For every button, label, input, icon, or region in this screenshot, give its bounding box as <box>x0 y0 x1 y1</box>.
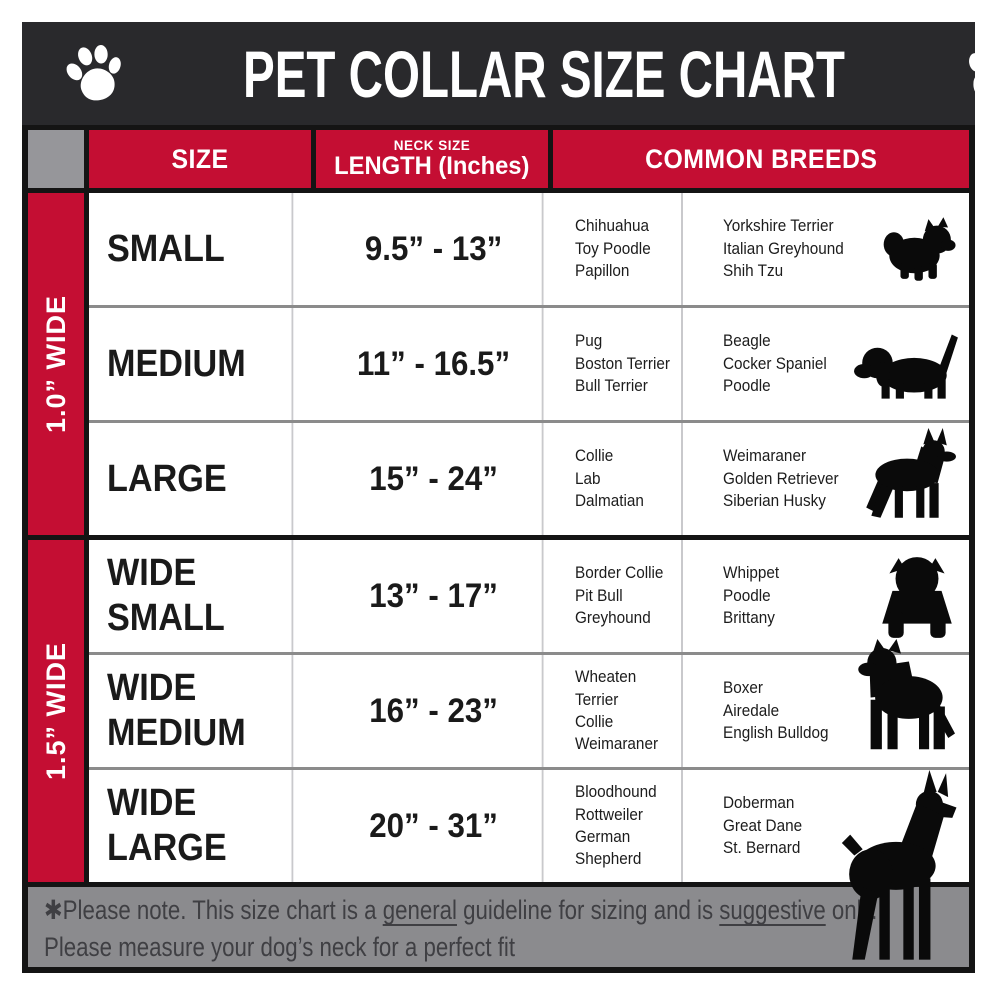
header-size: SIZE <box>89 130 311 188</box>
footnote-underlined-word: suggestive <box>719 895 826 925</box>
breeds-cell: Chihuahua Toy Poodle Papillon Yorkshire … <box>553 193 969 305</box>
neck-length-value: 9.5” - 13” <box>325 193 544 305</box>
breed-list-a: Border Collie Pit Bull Greyhound <box>575 563 664 628</box>
page-title: PET COLLAR SIZE CHART <box>243 36 845 111</box>
size-label: WIDE SMALL <box>89 540 294 652</box>
title-bar: PET COLLAR SIZE CHART <box>22 22 1000 125</box>
width-label-column: 1.0” WIDE 1.5” WIDE <box>28 130 84 882</box>
footnote-line-2: Please measure your dog’s neck for a per… <box>44 932 516 963</box>
neck-length-value: 13” - 17” <box>325 540 544 652</box>
paw-print-icon <box>66 44 121 100</box>
corner-spacer <box>28 130 84 188</box>
size-label: SMALL <box>89 193 294 305</box>
size-label: WIDE MEDIUM <box>89 655 294 767</box>
row-small: SMALL 9.5” - 13” Chihuahua Toy Poodle Pa… <box>89 193 969 305</box>
breed-list-a: Chihuahua Toy Poodle Papillon <box>575 216 651 281</box>
row-wide-small: WIDE SMALL 13” - 17” Border Collie Pit B… <box>89 540 969 652</box>
breed-list-b: Yorkshire Terrier Italian Greyhound Shih… <box>723 216 844 281</box>
size-label: WIDE LARGE <box>89 770 294 882</box>
breed-list-a: Bloodhound Rottweiler German Shepherd <box>575 782 657 869</box>
breed-list-b: Doberman Great Dane St. Bernard <box>723 793 803 858</box>
header-size-label: SIZE <box>171 143 229 174</box>
neck-length-value: 11” - 16.5” <box>325 308 544 420</box>
table-main: SIZE NECK SIZE LENGTH (Inches) COMMON BR… <box>89 130 969 960</box>
footnote-line-1: ✱Please note. This size chart is a gener… <box>44 892 877 929</box>
breeds-cell: Border Collie Pit Bull Greyhound Whippet… <box>553 540 969 652</box>
header-neck-bottom-label: LENGTH (Inches) <box>334 151 530 180</box>
table-header-row: SIZE NECK SIZE LENGTH (Inches) COMMON BR… <box>89 130 969 188</box>
neck-length-value: 20” - 31” <box>325 770 544 882</box>
breeds-cell: Collie Lab Dalmatian Weimaraner Golden R… <box>553 423 969 535</box>
section-1.5-wide: WIDE SMALL 13” - 17” Border Collie Pit B… <box>89 540 969 960</box>
breeds-cell: Pug Boston Terrier Bull Terrier Beagle C… <box>553 308 969 420</box>
row-wide-medium: WIDE MEDIUM 16” - 23” Wheaten Terrier Co… <box>89 639 969 767</box>
breed-list-b: Whippet Poodle Brittany <box>723 563 780 628</box>
row-medium: MEDIUM 11” - 16.5” Pug Boston Terrier Bu… <box>89 308 969 420</box>
breed-list-a: Collie Lab Dalmatian <box>575 446 644 511</box>
header-neck-top-label: NECK SIZE <box>393 137 471 153</box>
breeds-cell: Bloodhound Rottweiler German Shepherd Do… <box>553 770 969 960</box>
german-shepherd-silhouette-icon <box>849 428 963 530</box>
footnote-text: guideline for sizing and is <box>456 895 720 925</box>
neck-length-value: 15” - 24” <box>325 423 544 535</box>
size-chart-infographic: PET COLLAR SIZE CHART 1.0” WIDE 1.5” WID… <box>22 22 1000 973</box>
row-wide-large: WIDE LARGE 20” - 31” Bloodhound Rottweil… <box>89 770 969 960</box>
size-label: MEDIUM <box>89 308 294 420</box>
footnote-underlined-word: general <box>382 895 457 925</box>
beagle-silhouette-icon <box>851 328 963 400</box>
pit-bull-silhouette-icon <box>839 639 963 765</box>
breed-list-b: Weimaraner Golden Retriever Siberian Hus… <box>723 446 839 511</box>
band-label: 1.0” WIDE <box>40 294 71 434</box>
breed-list-b: Beagle Cocker Spaniel Poodle <box>723 331 827 396</box>
band-label: 1.5” WIDE <box>40 641 71 781</box>
footnote-text: ✱Please note. This size chart is a <box>44 895 383 925</box>
shih-tzu-silhouette-icon <box>879 215 963 283</box>
breed-list-a: Wheaten Terrier Collie Weimaraner <box>575 667 659 754</box>
breeds-cell: Wheaten Terrier Collie Weimaraner Boxer … <box>553 639 969 767</box>
doberman-silhouette-icon <box>827 770 963 968</box>
band-1.5-wide: 1.5” WIDE <box>28 540 84 882</box>
size-label: LARGE <box>89 423 294 535</box>
footer-note: ✱Please note. This size chart is a gener… <box>22 887 975 973</box>
neck-length-value: 16” - 23” <box>325 655 544 767</box>
breed-list-a: Pug Boston Terrier Bull Terrier <box>575 331 670 396</box>
section-1.0-wide: SMALL 9.5” - 13” Chihuahua Toy Poodle Pa… <box>89 193 969 535</box>
row-large: LARGE 15” - 24” Collie Lab Dalmatian Wei… <box>89 423 969 535</box>
paw-print-icon <box>969 44 1000 100</box>
bulldog-silhouette-icon <box>871 550 963 642</box>
band-1.0-wide: 1.0” WIDE <box>28 193 84 535</box>
size-table: 1.0” WIDE 1.5” WIDE SIZE NECK SIZE LENGT… <box>22 125 975 960</box>
header-neck-size: NECK SIZE LENGTH (Inches) <box>316 130 548 188</box>
header-common-breeds: COMMON BREEDS <box>553 130 969 188</box>
breed-list-b: Boxer Airedale English Bulldog <box>723 678 829 743</box>
header-breeds-label: COMMON BREEDS <box>644 143 878 174</box>
